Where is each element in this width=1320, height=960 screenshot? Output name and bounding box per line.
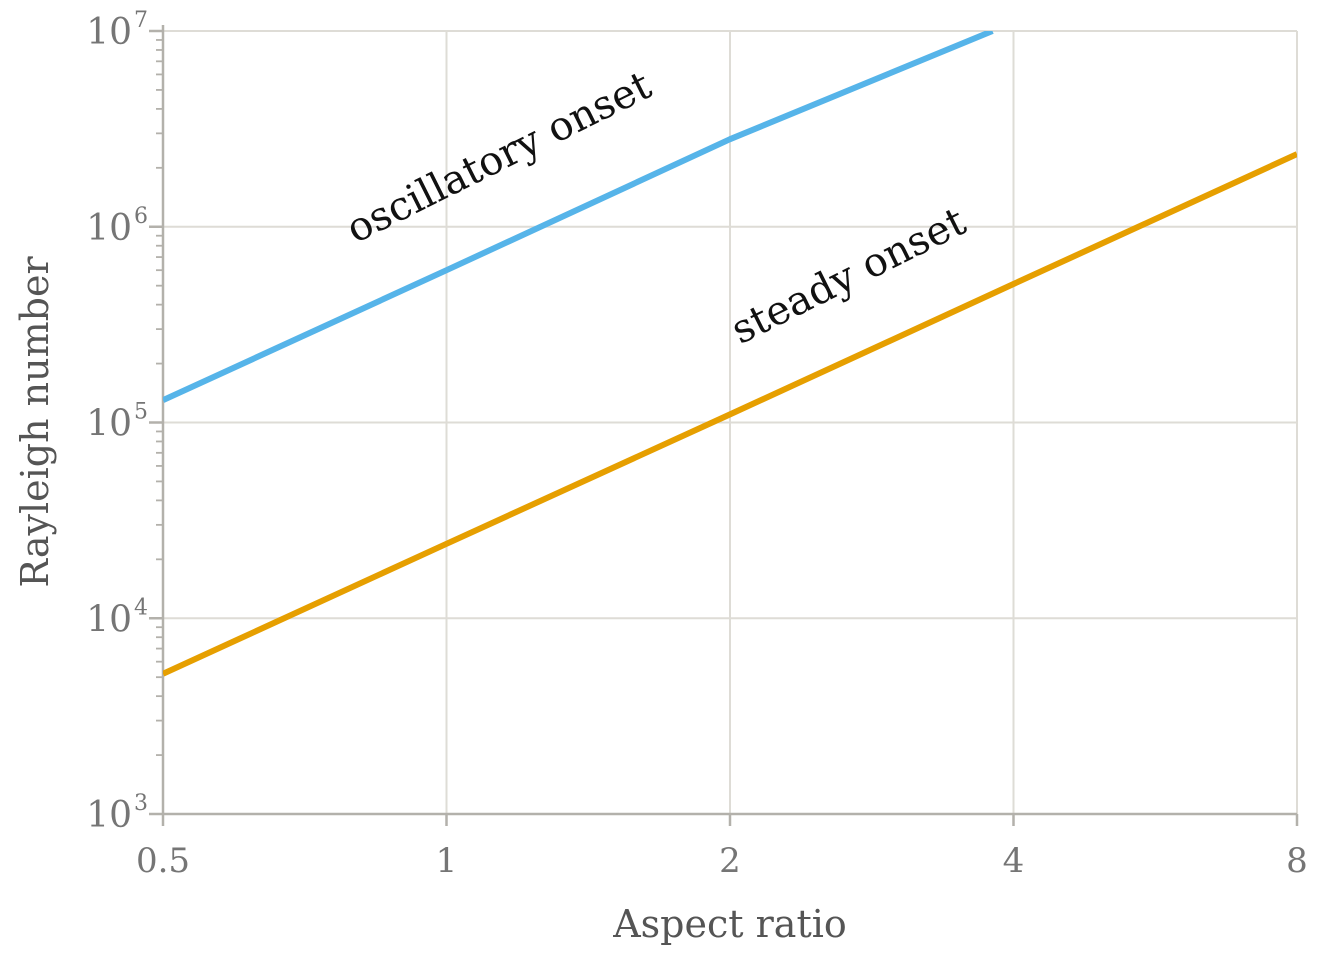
y-tick-label: 10 [86,795,132,836]
series-annotation: oscillatory onset [339,62,658,252]
y-tick-exponent: 6 [134,204,148,229]
x-axis-title: Aspect ratio [612,902,847,946]
y-tick-label: 10 [86,599,132,640]
y-tick-label: 10 [86,12,132,53]
x-tick-label: 8 [1286,841,1308,881]
y-tick-label: 10 [86,404,132,445]
x-tick-label: 4 [1003,841,1025,881]
series-line [163,151,1297,677]
y-tick-label: 10 [86,208,132,249]
x-tick-label: 2 [719,841,741,881]
y-tick-exponent: 7 [134,8,148,33]
y-tick-exponent: 4 [134,595,148,620]
series-line [163,31,994,403]
y-tick-exponent: 5 [134,400,148,425]
y-tick-exponent: 3 [134,791,148,816]
series [163,31,1297,677]
annotations: oscillatory onset steady onset [339,62,973,353]
series-annotation: steady onset [724,199,973,354]
grid [163,30,1298,814]
x-tick-label: 1 [436,841,458,881]
y-axis-title: Rayleigh number [13,256,57,588]
x-tick-label: 0.5 [136,841,190,881]
